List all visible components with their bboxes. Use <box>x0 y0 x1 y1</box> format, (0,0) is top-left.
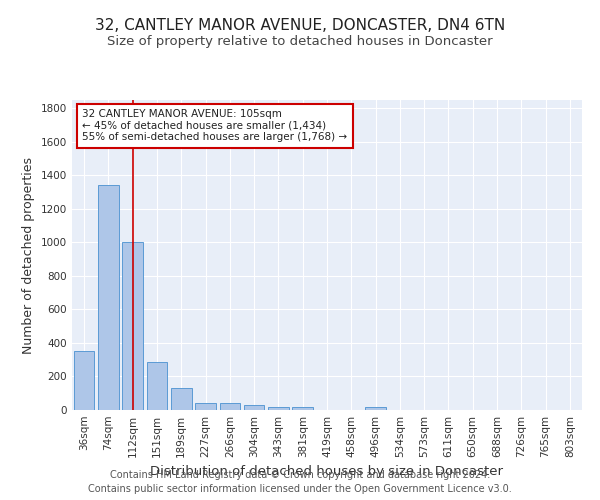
Bar <box>220 403 240 410</box>
Bar <box>74 350 94 410</box>
Bar <box>195 403 216 410</box>
Text: Size of property relative to detached houses in Doncaster: Size of property relative to detached ho… <box>107 35 493 48</box>
Bar <box>365 408 386 410</box>
Bar <box>146 362 167 410</box>
Bar <box>171 388 191 410</box>
Bar <box>122 242 143 410</box>
X-axis label: Distribution of detached houses by size in Doncaster: Distribution of detached houses by size … <box>151 466 503 478</box>
Bar <box>268 407 289 410</box>
Text: 32 CANTLEY MANOR AVENUE: 105sqm
← 45% of detached houses are smaller (1,434)
55%: 32 CANTLEY MANOR AVENUE: 105sqm ← 45% of… <box>82 110 347 142</box>
Text: Contains public sector information licensed under the Open Government Licence v3: Contains public sector information licen… <box>88 484 512 494</box>
Bar <box>292 408 313 410</box>
Bar <box>244 405 265 410</box>
Text: Contains HM Land Registry data © Crown copyright and database right 2024.: Contains HM Land Registry data © Crown c… <box>110 470 490 480</box>
Y-axis label: Number of detached properties: Number of detached properties <box>22 156 35 354</box>
Bar <box>98 186 119 410</box>
Text: 32, CANTLEY MANOR AVENUE, DONCASTER, DN4 6TN: 32, CANTLEY MANOR AVENUE, DONCASTER, DN4… <box>95 18 505 32</box>
